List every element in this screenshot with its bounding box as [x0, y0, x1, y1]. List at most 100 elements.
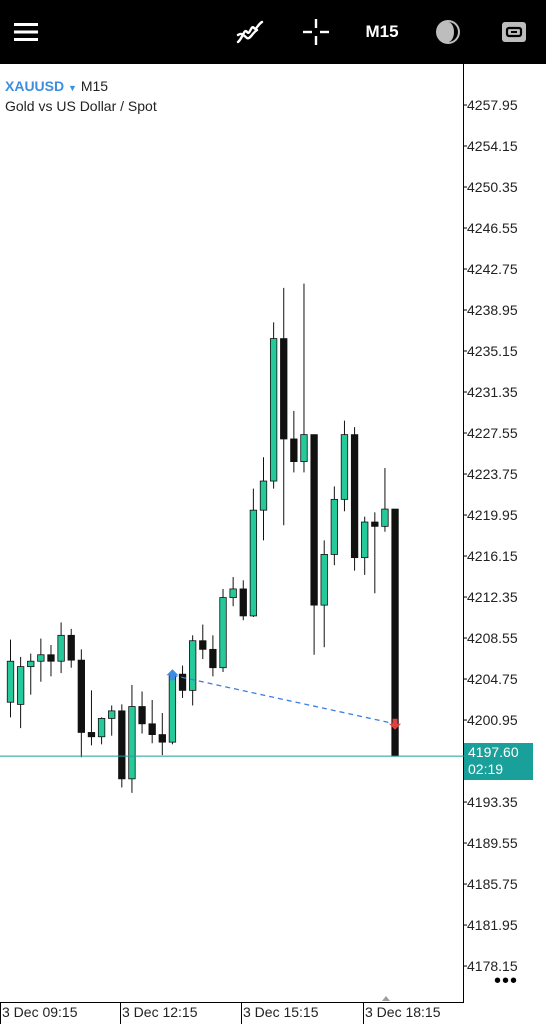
- candle-body: [199, 640, 207, 650]
- candle: [199, 624, 207, 660]
- candle: [350, 427, 359, 571]
- chart-shift-icon[interactable]: [382, 996, 390, 1001]
- candle-body: [77, 659, 85, 733]
- price-tick-label: 4242.75: [467, 261, 518, 277]
- candle: [128, 684, 136, 793]
- price-tick-label: 4250.35: [467, 179, 518, 195]
- candle-body: [67, 634, 75, 661]
- price-tick-label: 4216.15: [467, 548, 518, 565]
- candle: [148, 700, 156, 744]
- candle: [37, 638, 45, 682]
- objects-icon[interactable]: [428, 12, 468, 52]
- candle: [340, 420, 349, 512]
- bar-countdown: 02:19: [468, 761, 504, 777]
- candle: [320, 540, 328, 648]
- time-tick-label: 3 Dec 15:15: [243, 1004, 319, 1020]
- candle: [239, 580, 247, 621]
- candle-body: [47, 654, 55, 662]
- candle: [371, 512, 379, 594]
- candle: [330, 486, 338, 566]
- candle: [209, 635, 217, 677]
- candle: [158, 713, 166, 756]
- trade-icon[interactable]: [492, 12, 536, 52]
- timeframe-button[interactable]: M15: [365, 22, 399, 41]
- time-tick-label: 3 Dec 18:15: [365, 1004, 441, 1020]
- candle-body: [209, 648, 217, 669]
- candle: [280, 287, 288, 526]
- candle: [16, 656, 25, 729]
- price-tick-label: 4204.75: [467, 671, 518, 688]
- indicators-icon[interactable]: [230, 12, 270, 52]
- price-tick-label: 4231.35: [467, 384, 518, 400]
- candle-body: [87, 732, 96, 738]
- candle-body: [108, 710, 116, 719]
- symbol-dropdown-icon[interactable]: ▼: [68, 83, 77, 93]
- price-tick-label: 4193.35: [467, 794, 518, 811]
- candle: [219, 588, 227, 673]
- candle: [300, 283, 308, 473]
- candle-body: [259, 480, 268, 511]
- price-tick-label: 4208.55: [467, 630, 518, 647]
- candle-body: [290, 438, 298, 463]
- candle-body: [148, 723, 156, 735]
- candle-body: [320, 554, 328, 606]
- trade-history-line: [172, 674, 396, 725]
- symbol-description: Gold vs US Dollar / Spot: [5, 98, 157, 114]
- candle-body: [16, 666, 25, 705]
- candle-body: [6, 660, 15, 703]
- symbol-name[interactable]: XAUUSD: [5, 78, 65, 94]
- candle: [77, 649, 85, 758]
- candle: [189, 635, 197, 706]
- candle: [97, 717, 106, 745]
- buy-arrow-icon: [166, 669, 179, 681]
- candle: [178, 665, 187, 698]
- price-tick-label: 4238.95: [467, 302, 518, 318]
- price-tick-label: 4227.55: [467, 425, 518, 442]
- candle-body: [219, 597, 227, 669]
- price-tick-label: 4223.75: [467, 466, 518, 483]
- price-tick-label: 4257.95: [467, 97, 518, 113]
- candle-body: [239, 588, 247, 617]
- symbol-header[interactable]: XAUUSD ▼ M15: [5, 78, 108, 94]
- candle-body: [168, 673, 177, 743]
- price-tick-label: 4219.95: [467, 507, 518, 524]
- candle-body: [269, 338, 278, 482]
- candle: [229, 577, 237, 607]
- price-tick-label: 4185.75: [467, 876, 518, 893]
- candle-body: [158, 734, 166, 743]
- candle: [67, 628, 75, 668]
- candle: [259, 457, 268, 541]
- candle-body: [97, 718, 106, 738]
- candle: [249, 488, 258, 617]
- candle: [290, 410, 298, 473]
- time-tick-label: 3 Dec 12:15: [122, 1004, 198, 1020]
- candle: [108, 705, 116, 736]
- candle-body: [27, 660, 35, 668]
- candle-body: [300, 434, 308, 463]
- candle-body: [371, 521, 379, 527]
- candle: [6, 639, 15, 718]
- candle-body: [330, 498, 338, 555]
- price-tick-label: 4189.55: [467, 835, 518, 852]
- candle: [361, 516, 369, 575]
- price-tick-label: 4181.95: [467, 917, 518, 934]
- hamburger-menu-icon[interactable]: [8, 14, 44, 50]
- candle-body: [189, 640, 197, 691]
- candle: [138, 691, 146, 734]
- candle-body: [57, 634, 65, 662]
- candle: [310, 434, 318, 655]
- candle-body: [350, 434, 359, 559]
- candle: [269, 322, 278, 489]
- current-price-tag: 4197.60 02:19: [464, 743, 533, 780]
- more-options-icon[interactable]: •••: [494, 970, 519, 992]
- candle: [381, 468, 389, 532]
- price-tick-label: 4254.15: [467, 138, 518, 154]
- crosshair-icon[interactable]: [296, 12, 336, 52]
- candle-body: [178, 673, 187, 691]
- candle-body: [310, 434, 318, 606]
- candle: [168, 669, 177, 745]
- chart-canvas[interactable]: [0, 64, 546, 1024]
- symbol-timeframe: M15: [80, 78, 109, 94]
- candle-body: [381, 508, 389, 527]
